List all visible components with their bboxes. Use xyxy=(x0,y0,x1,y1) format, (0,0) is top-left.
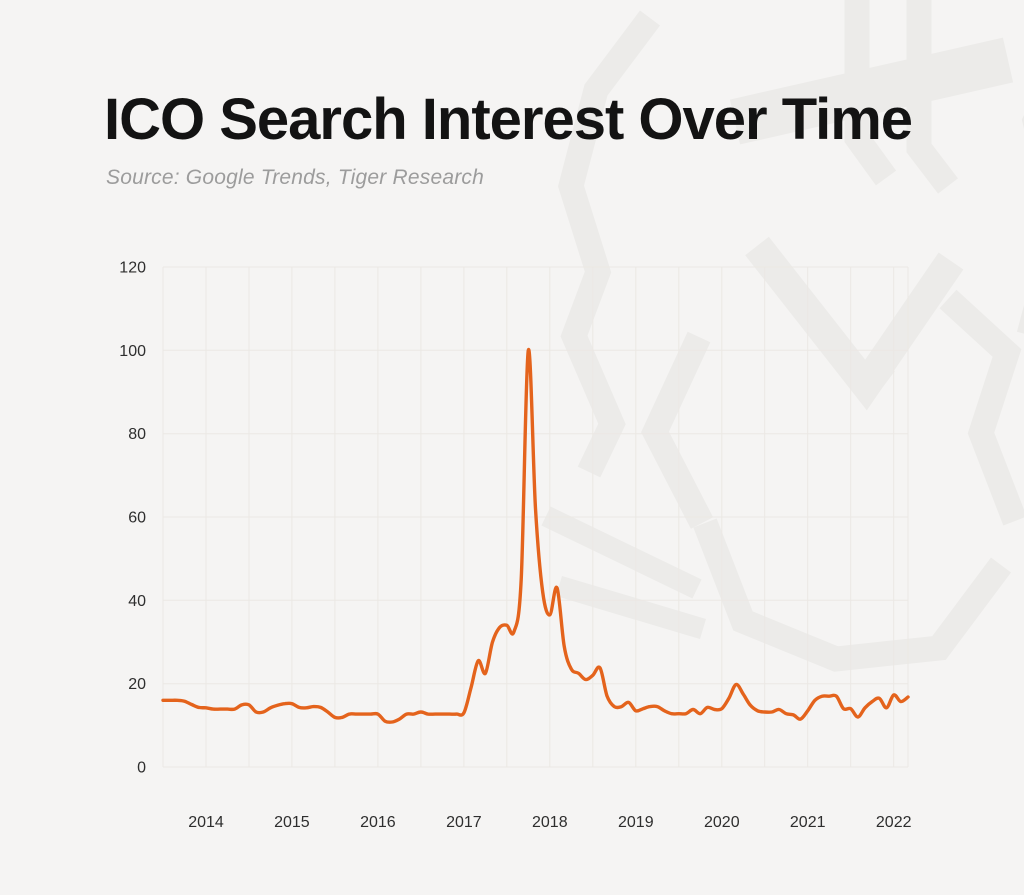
x-axis-tick-label: 2015 xyxy=(274,814,310,831)
x-axis-tick-label: 2014 xyxy=(188,814,224,831)
x-axis-tick-label: 2021 xyxy=(790,814,826,831)
chart-header: ICO Search Interest Over Time Source: Go… xyxy=(104,88,964,190)
x-axis-tick-label: 2022 xyxy=(876,814,912,831)
y-axis-tick-label: 40 xyxy=(128,593,146,610)
y-axis-tick-label: 120 xyxy=(119,260,146,277)
page-title: ICO Search Interest Over Time xyxy=(104,87,913,152)
x-axis-tick-label: 2020 xyxy=(704,814,740,831)
y-axis-tick-label: 0 xyxy=(137,760,146,777)
y-axis-tick-label: 20 xyxy=(128,676,146,693)
x-axis-tick-label: 2017 xyxy=(446,814,482,831)
y-axis-tick-label: 60 xyxy=(128,510,146,527)
y-axis-tick-label: 100 xyxy=(119,343,146,360)
x-axis-tick-label: 2016 xyxy=(360,814,396,831)
x-axis-tick-label: 2018 xyxy=(532,814,568,831)
ico-interest-series-line xyxy=(161,348,910,724)
source-subtitle: Source: Google Trends, Tiger Research xyxy=(106,165,484,189)
x-axis-tick-label: 2019 xyxy=(618,814,654,831)
y-axis-tick-label: 80 xyxy=(128,426,146,443)
